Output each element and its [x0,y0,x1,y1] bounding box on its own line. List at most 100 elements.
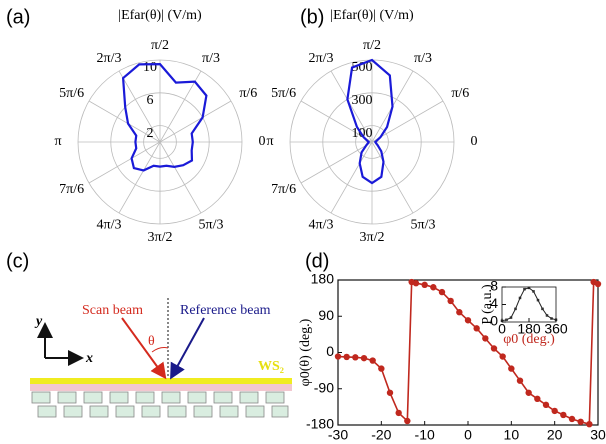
spoke [88,100,161,143]
panel-label: (d) [305,250,329,272]
r-tick-label: 6 [147,93,154,108]
reference-beam-arrow [170,317,205,380]
r-tick-label: 500 [352,60,373,75]
marker [447,297,454,305]
diagram: (c) y x Scan beam Reference beam θ WS₂ [6,250,292,418]
spoke [159,141,202,214]
marker [430,284,437,291]
marker [532,290,535,293]
x-tick-label: 30 [590,427,606,443]
spoke [118,70,161,143]
y-tick-label: 180 [311,271,335,287]
marker [386,389,394,396]
spoke [371,141,414,214]
marker [352,354,359,361]
chart-title: |Efar(θ)| (V/m) [118,8,202,23]
spoke [159,100,232,143]
marker [464,317,472,324]
theta-tick-label: 7π/6 [59,182,84,197]
substrate-layer [30,384,292,391]
marker [550,317,553,320]
marker [586,420,593,428]
y-tick-label: 0 [490,313,498,329]
theta-tick-label: 3π/2 [148,230,173,245]
y-tick-label: 90 [318,307,334,323]
x-tick-label: 0 [464,427,472,443]
marker [505,318,508,322]
marker [534,395,541,403]
marker [360,354,368,362]
theta-tick-label: 5π/6 [271,86,296,101]
x-tick-label: 180 [517,321,541,337]
angle-label: θ [148,334,155,349]
theta-tick-label: 7π/6 [271,182,296,197]
theta-tick-label: 3π/2 [360,230,385,245]
theta-tick-label: 4π/3 [309,217,334,232]
marker [499,353,506,360]
marker [551,407,558,415]
theta-tick-label: π [266,134,273,149]
marker [536,298,540,302]
marker [594,280,602,288]
marker [369,357,376,364]
chart-title: |Efar(θ)| (V/m) [330,8,414,23]
marker [514,307,517,311]
x-tick-label: 10 [504,427,520,443]
theta-tick-label: 5π/3 [199,217,224,232]
marker [523,287,526,291]
spoke [300,141,373,184]
theta-tick-label: 4π/3 [97,217,122,232]
spoke [88,141,161,184]
polar-curve [121,62,208,172]
theta-tick-label: π/2 [363,38,381,53]
marker [508,365,515,372]
y-tick-label: 0 [326,343,334,359]
theta-tick-label: 0 [259,134,266,149]
marker [343,353,350,361]
y-tick-label: 8 [490,278,498,294]
marker [404,417,411,425]
x-label: x [85,351,93,366]
x-tick-label: 0 [498,321,506,337]
angle-arc [151,347,169,353]
y-axis-label: P (a.u.) [480,284,495,325]
scan-beam-label: Scan beam [82,303,143,318]
x-axis-label: φ0 (deg.) [503,332,555,347]
marker [334,353,342,360]
marker [509,316,513,319]
x-tick-label: 360 [544,321,568,337]
theta-tick-label: π/2 [151,38,169,53]
r-tick-label: 2 [147,126,154,141]
panel-label: (c) [6,250,29,272]
panel-label: (b) [300,6,324,28]
theta-tick-label: π/3 [202,51,220,66]
marker [518,296,522,300]
marker [554,318,558,322]
polar-curve [346,58,394,185]
theta-tick-label: 0 [471,134,478,149]
marker [412,280,420,287]
marker [378,365,385,372]
theta-tick-label: π/6 [239,86,257,101]
marker [568,415,576,423]
substrate-grid [31,391,289,418]
spoke [118,141,161,214]
theta-tick-label: 5π/6 [59,86,84,101]
spoke [159,70,202,143]
marker [421,281,428,289]
marker [527,286,531,290]
marker [500,319,504,322]
x-tick-label: -30 [328,427,348,443]
x-tick-label: 20 [547,427,563,443]
theta-tick-label: 5π/3 [411,217,436,232]
r-tick-label: 10 [143,60,157,75]
marker [490,345,498,352]
marker [456,309,463,316]
marker [438,288,446,296]
ws2-layer [30,378,292,384]
marker [525,389,532,396]
theta-tick-label: π [54,134,61,149]
theta-tick-label: π/6 [451,86,469,101]
panel-label: (a) [6,6,30,28]
